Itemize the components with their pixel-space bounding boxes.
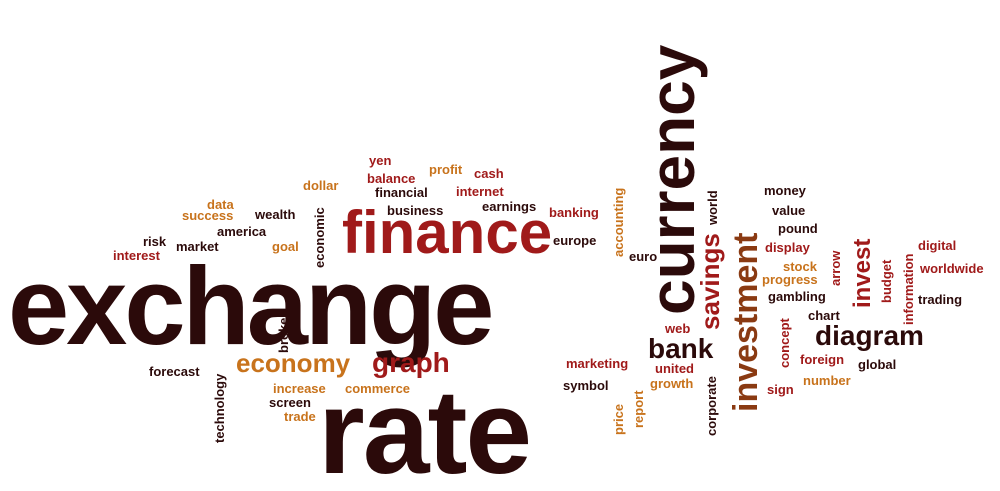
word-report: report	[631, 390, 646, 428]
word-corporate: corporate	[704, 376, 719, 436]
word-market: market	[176, 239, 219, 254]
word-finance: finance	[342, 199, 553, 266]
word-cash: cash	[474, 166, 504, 181]
word-profit: profit	[429, 162, 463, 177]
word-yen: yen	[369, 153, 392, 168]
word-business: business	[387, 203, 444, 218]
word-symbol: symbol	[563, 378, 609, 393]
word-world: world	[705, 190, 720, 225]
word-internet: internet	[456, 184, 504, 199]
word-banking: banking	[549, 205, 599, 220]
word-chart: chart	[808, 308, 840, 323]
word-trade: trade	[284, 409, 316, 424]
word-economic: economic	[312, 207, 327, 268]
word-data: data	[207, 197, 234, 212]
word-earnings: earnings	[482, 199, 537, 214]
word-invest: invest	[849, 238, 876, 308]
word-bank: bank	[648, 333, 714, 364]
word-money: money	[764, 183, 806, 198]
word-concept: concept	[777, 318, 792, 368]
word-financial: financial	[375, 185, 428, 200]
word-dollar: dollar	[303, 178, 339, 193]
word-graph: graph	[372, 347, 450, 378]
word-global: global	[858, 357, 897, 372]
word-increase: increase	[273, 381, 326, 396]
word-diagram: diagram	[815, 320, 924, 351]
word-broker: broker	[276, 312, 291, 353]
word-budget: budget	[879, 259, 894, 303]
word-display: display	[765, 240, 810, 255]
word-web: web	[665, 321, 691, 336]
word-euro: euro	[629, 249, 658, 264]
word-wealth: wealth	[255, 207, 296, 222]
word-balance: balance	[367, 171, 416, 186]
word-trading: trading	[918, 292, 963, 307]
word-arrow: arrow	[828, 250, 843, 286]
word-digital: digital	[918, 238, 957, 253]
word-screen: screen	[269, 395, 311, 410]
word-risk: risk	[143, 234, 167, 249]
word-rate: rate	[318, 365, 532, 491]
word-marketing: marketing	[566, 356, 629, 371]
word-value: value	[772, 203, 806, 218]
word-information: information	[901, 253, 916, 326]
word-savings: savings	[695, 233, 725, 330]
word-number: number	[803, 373, 851, 388]
word-success: success	[182, 208, 234, 223]
word-united: united	[655, 361, 694, 376]
word-europe: europe	[553, 233, 597, 248]
word-foreign: foreign	[800, 352, 845, 367]
word-investment: investment	[727, 232, 765, 413]
word-accounting: accounting	[611, 187, 626, 257]
word-price: price	[611, 403, 626, 435]
word-growth: growth	[650, 376, 694, 391]
word-economy: economy	[236, 348, 351, 378]
word-worldwide: worldwide	[920, 261, 984, 276]
word-goal: goal	[272, 239, 299, 254]
word-stock: stock	[783, 259, 817, 274]
word-interest: interest	[113, 248, 160, 263]
word-technology: technology	[212, 373, 227, 443]
word-sign: sign	[767, 382, 794, 397]
word-gambling: gambling	[768, 289, 826, 304]
word-exchange: exchange	[8, 245, 494, 368]
word-pound: pound	[778, 221, 818, 236]
word-forecast: forecast	[149, 364, 200, 379]
word-america: america	[217, 224, 267, 239]
word-commerce: commerce	[345, 381, 411, 396]
word-progress: progress	[762, 272, 818, 287]
